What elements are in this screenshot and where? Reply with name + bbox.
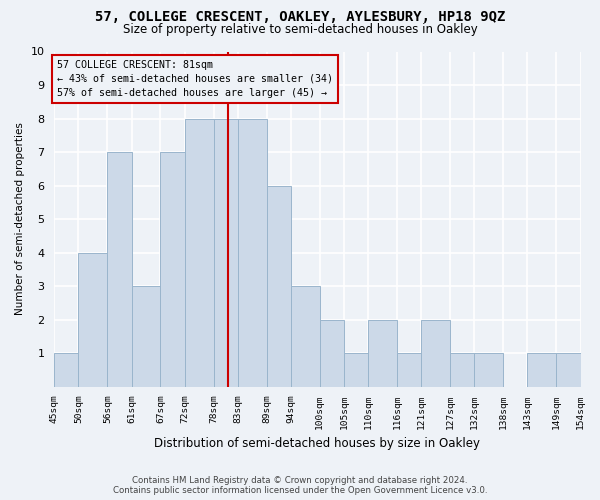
Bar [291,286,320,386]
X-axis label: Distribution of semi-detached houses by size in Oakley: Distribution of semi-detached houses by … [154,437,481,450]
Bar [185,118,214,386]
Bar [421,320,450,386]
Text: 57 COLLEGE CRESCENT: 81sqm
← 43% of semi-detached houses are smaller (34)
57% of: 57 COLLEGE CRESCENT: 81sqm ← 43% of semi… [56,60,332,98]
Bar [54,353,79,386]
Bar [79,252,107,386]
Bar [320,320,344,386]
Bar [556,353,581,386]
Bar [160,152,185,386]
Y-axis label: Number of semi-detached properties: Number of semi-detached properties [15,122,25,316]
Bar [266,186,291,386]
Bar [474,353,503,386]
Bar [238,118,266,386]
Bar [397,353,421,386]
Text: 57, COLLEGE CRESCENT, OAKLEY, AYLESBURY, HP18 9QZ: 57, COLLEGE CRESCENT, OAKLEY, AYLESBURY,… [95,10,505,24]
Bar [131,286,160,386]
Bar [450,353,474,386]
Bar [527,353,556,386]
Bar [214,118,238,386]
Bar [344,353,368,386]
Bar [368,320,397,386]
Bar [107,152,131,386]
Text: Contains HM Land Registry data © Crown copyright and database right 2024.
Contai: Contains HM Land Registry data © Crown c… [113,476,487,495]
Text: Size of property relative to semi-detached houses in Oakley: Size of property relative to semi-detach… [122,22,478,36]
